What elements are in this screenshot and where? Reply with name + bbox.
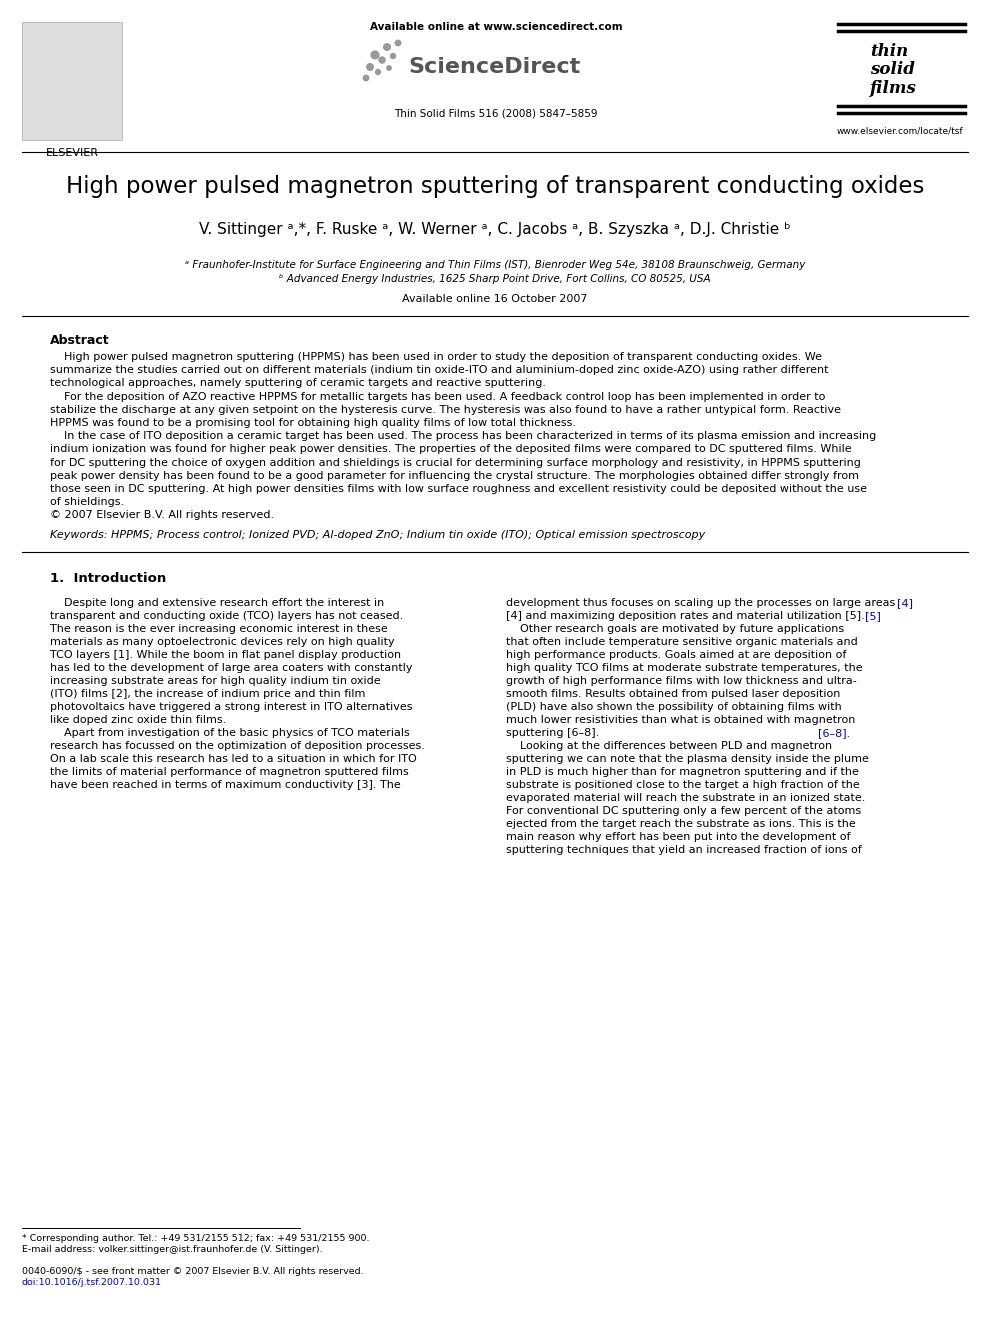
Text: have been reached in terms of maximum conductivity [3]. The: have been reached in terms of maximum co…: [50, 779, 401, 790]
Text: Despite long and extensive research effort the interest in: Despite long and extensive research effo…: [50, 598, 384, 607]
Circle shape: [387, 66, 391, 70]
Text: HPPMS was found to be a promising tool for obtaining high quality films of low t: HPPMS was found to be a promising tool f…: [50, 418, 576, 429]
Text: * Corresponding author. Tel.: +49 531/2155 512; fax: +49 531/2155 900.: * Corresponding author. Tel.: +49 531/21…: [22, 1234, 369, 1244]
Text: transparent and conducting oxide (TCO) layers has not ceased.: transparent and conducting oxide (TCO) l…: [50, 611, 404, 620]
Text: sputtering we can note that the plasma density inside the plume: sputtering we can note that the plasma d…: [506, 754, 869, 763]
Text: [5]: [5]: [865, 611, 881, 620]
Text: High power pulsed magnetron sputtering of transparent conducting oxides: High power pulsed magnetron sputtering o…: [65, 175, 925, 198]
Text: like doped zinc oxide thin films.: like doped zinc oxide thin films.: [50, 714, 226, 725]
Text: indium ionization was found for higher peak power densities. The properties of t: indium ionization was found for higher p…: [50, 445, 851, 454]
Circle shape: [371, 52, 379, 58]
Text: development thus focuses on scaling up the processes on large areas: development thus focuses on scaling up t…: [506, 598, 895, 607]
Text: The reason is the ever increasing economic interest in these: The reason is the ever increasing econom…: [50, 623, 388, 634]
Text: Looking at the differences between PLD and magnetron: Looking at the differences between PLD a…: [506, 741, 832, 750]
Text: doi:10.1016/j.tsf.2007.10.031: doi:10.1016/j.tsf.2007.10.031: [22, 1278, 162, 1287]
Text: [4]: [4]: [897, 598, 913, 607]
Text: Available online 16 October 2007: Available online 16 October 2007: [402, 294, 587, 304]
Text: Other research goals are motivated by future applications: Other research goals are motivated by fu…: [506, 623, 844, 634]
Text: increasing substrate areas for high quality indium tin oxide: increasing substrate areas for high qual…: [50, 676, 381, 685]
Text: high quality TCO films at moderate substrate temperatures, the: high quality TCO films at moderate subst…: [506, 663, 863, 672]
Text: photovoltaics have triggered a strong interest in ITO alternatives: photovoltaics have triggered a strong in…: [50, 701, 413, 712]
Text: has led to the development of large area coaters with constantly: has led to the development of large area…: [50, 663, 413, 672]
Text: technological approaches, namely sputtering of ceramic targets and reactive sput: technological approaches, namely sputter…: [50, 378, 546, 389]
Text: growth of high performance films with low thickness and ultra-: growth of high performance films with lo…: [506, 676, 857, 685]
Text: much lower resistivities than what is obtained with magnetron: much lower resistivities than what is ob…: [506, 714, 855, 725]
Text: [6–8].: [6–8].: [818, 728, 850, 738]
Text: High power pulsed magnetron sputtering (HPPMS) has been used in order to study t: High power pulsed magnetron sputtering (…: [50, 352, 822, 363]
Text: ejected from the target reach the substrate as ions. This is the: ejected from the target reach the substr…: [506, 819, 856, 828]
Text: For the deposition of AZO reactive HPPMS for metallic targets has been used. A f: For the deposition of AZO reactive HPPMS…: [50, 392, 825, 402]
Text: ᵇ Advanced Energy Industries, 1625 Sharp Point Drive, Fort Collins, CO 80525, US: ᵇ Advanced Energy Industries, 1625 Sharp…: [279, 274, 711, 284]
Text: thin
solid
films: thin solid films: [870, 42, 917, 98]
Text: www.elsevier.com/locate/tsf: www.elsevier.com/locate/tsf: [836, 127, 963, 136]
Circle shape: [391, 53, 396, 58]
Text: On a lab scale this research has led to a situation in which for ITO: On a lab scale this research has led to …: [50, 754, 417, 763]
Text: those seen in DC sputtering. At high power densities films with low surface roug: those seen in DC sputtering. At high pow…: [50, 484, 867, 493]
Text: For conventional DC sputtering only a few percent of the atoms: For conventional DC sputtering only a fe…: [506, 806, 861, 815]
Text: in PLD is much higher than for magnetron sputtering and if the: in PLD is much higher than for magnetron…: [506, 766, 859, 777]
Text: substrate is positioned close to the target a high fraction of the: substrate is positioned close to the tar…: [506, 779, 860, 790]
Text: 0040-6090/$ - see front matter © 2007 Elsevier B.V. All rights reserved.: 0040-6090/$ - see front matter © 2007 El…: [22, 1267, 364, 1275]
Text: Keywords: HPPMS; Process control; Ionized PVD; Al-doped ZnO; Indium tin oxide (I: Keywords: HPPMS; Process control; Ionize…: [50, 529, 705, 540]
Text: (ITO) films [2], the increase of indium price and thin film: (ITO) films [2], the increase of indium …: [50, 688, 365, 699]
Text: Thin Solid Films 516 (2008) 5847–5859: Thin Solid Films 516 (2008) 5847–5859: [394, 108, 598, 118]
Text: V. Sittinger ᵃ,*, F. Ruske ᵃ, W. Werner ᵃ, C. Jacobs ᵃ, B. Szyszka ᵃ, D.J. Chris: V. Sittinger ᵃ,*, F. Ruske ᵃ, W. Werner …: [199, 222, 791, 237]
Text: ᵃ Fraunhofer-Institute for Surface Engineering and Thin Films (IST), Bienroder W: ᵃ Fraunhofer-Institute for Surface Engin…: [185, 261, 806, 270]
Text: research has focussed on the optimization of deposition processes.: research has focussed on the optimizatio…: [50, 741, 425, 750]
Text: stabilize the discharge at any given setpoint on the hysteresis curve. The hyste: stabilize the discharge at any given set…: [50, 405, 841, 415]
Circle shape: [376, 70, 381, 74]
Text: materials as many optoelectronic devices rely on high quality: materials as many optoelectronic devices…: [50, 636, 395, 647]
Text: In the case of ITO deposition a ceramic target has been used. The process has be: In the case of ITO deposition a ceramic …: [50, 431, 876, 441]
Text: 1.  Introduction: 1. Introduction: [50, 572, 167, 585]
Circle shape: [395, 40, 401, 46]
Text: peak power density has been found to be a good parameter for influencing the cry: peak power density has been found to be …: [50, 471, 859, 480]
Text: Apart from investigation of the basic physics of TCO materials: Apart from investigation of the basic ph…: [50, 728, 410, 738]
Text: evaporated material will reach the substrate in an ionized state.: evaporated material will reach the subst…: [506, 792, 865, 803]
Text: summarize the studies carried out on different materials (indium tin oxide-ITO a: summarize the studies carried out on dif…: [50, 365, 828, 376]
Text: that often include temperature sensitive organic materials and: that often include temperature sensitive…: [506, 636, 858, 647]
Text: sputtering [6–8].: sputtering [6–8].: [506, 728, 599, 738]
Text: sputtering techniques that yield an increased fraction of ions of: sputtering techniques that yield an incr…: [506, 844, 862, 855]
Text: of shieldings.: of shieldings.: [50, 497, 124, 507]
Text: [4] and maximizing deposition rates and material utilization [5].: [4] and maximizing deposition rates and …: [506, 611, 865, 620]
Circle shape: [379, 57, 385, 64]
Text: main reason why effort has been put into the development of: main reason why effort has been put into…: [506, 832, 850, 841]
Text: Available online at www.sciencedirect.com: Available online at www.sciencedirect.co…: [370, 22, 622, 32]
Text: © 2007 Elsevier B.V. All rights reserved.: © 2007 Elsevier B.V. All rights reserved…: [50, 511, 274, 520]
Text: smooth films. Results obtained from pulsed laser deposition: smooth films. Results obtained from puls…: [506, 688, 840, 699]
Text: (PLD) have also shown the possibility of obtaining films with: (PLD) have also shown the possibility of…: [506, 701, 842, 712]
Text: high performance products. Goals aimed at are deposition of: high performance products. Goals aimed a…: [506, 650, 846, 660]
Circle shape: [363, 75, 369, 81]
Circle shape: [367, 64, 373, 70]
Bar: [22, 22, 122, 140]
Text: Abstract: Abstract: [50, 333, 110, 347]
Text: E-mail address: volker.sittinger@ist.fraunhofer.de (V. Sittinger).: E-mail address: volker.sittinger@ist.fra…: [22, 1245, 322, 1254]
Text: the limits of material performance of magnetron sputtered films: the limits of material performance of ma…: [50, 766, 409, 777]
Text: TCO layers [1]. While the boom in flat panel display production: TCO layers [1]. While the boom in flat p…: [50, 650, 401, 660]
Text: ScienceDirect: ScienceDirect: [408, 57, 580, 77]
Text: for DC sputtering the choice of oxygen addition and shieldings is crucial for de: for DC sputtering the choice of oxygen a…: [50, 458, 861, 467]
Circle shape: [384, 44, 390, 50]
Text: ELSEVIER: ELSEVIER: [46, 148, 98, 157]
